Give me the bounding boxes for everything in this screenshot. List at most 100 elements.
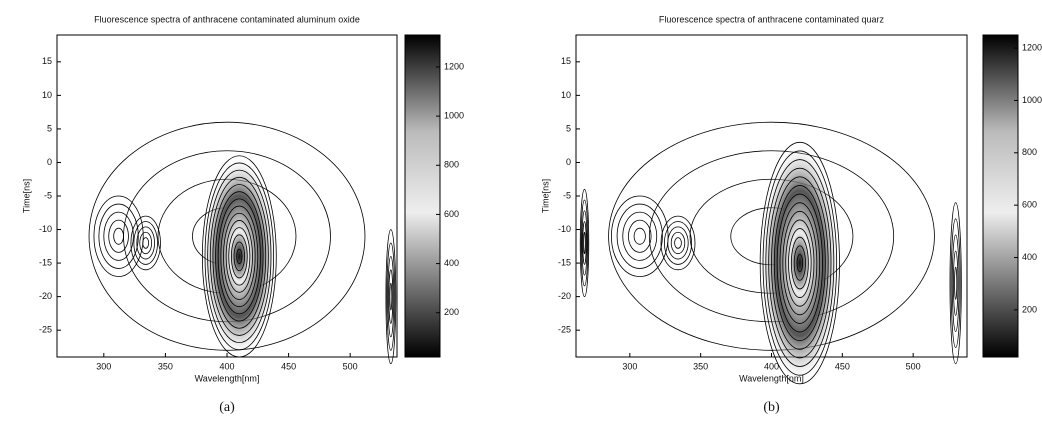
x-tick-label: 400	[764, 361, 779, 371]
contour-line	[950, 218, 961, 349]
peak-fill	[760, 142, 840, 384]
y-tick-label: 0	[47, 157, 52, 167]
contour-line	[236, 248, 243, 264]
contour-line	[385, 229, 397, 365]
contour-line	[201, 155, 277, 358]
contour-line	[142, 237, 150, 249]
colorbar-tick-label: 200	[444, 307, 459, 317]
colorbar	[404, 34, 441, 358]
contour-line	[768, 167, 832, 359]
colorbar-tick-label: 800	[444, 160, 459, 170]
y-axis-label: Time[ns]	[21, 179, 31, 213]
chart-title: Fluorescence spectra of anthracene conta…	[659, 14, 885, 24]
y-tick-label: -20	[39, 291, 52, 301]
y-tick-label: -10	[39, 224, 52, 234]
contour-line	[796, 254, 804, 273]
colorbar-tick-label: 1000	[444, 110, 464, 120]
contour-line	[223, 212, 256, 300]
colorbar-tick-label: 1200	[444, 61, 464, 71]
y-tick-label: -25	[39, 325, 52, 335]
contour-line	[616, 203, 663, 269]
colorbar-tick-label: 600	[444, 209, 459, 219]
contour-line	[228, 227, 251, 286]
contour-line	[670, 231, 686, 255]
x-tick-label: 500	[343, 361, 358, 371]
colorbar-tick-label: 600	[1022, 200, 1037, 210]
contour-line	[793, 245, 806, 281]
contour-line	[779, 202, 821, 324]
contour-line	[386, 242, 396, 351]
contour-line	[667, 226, 689, 260]
contour-line	[583, 231, 586, 255]
contour-line	[954, 266, 958, 300]
y-tick-label: -10	[558, 224, 571, 234]
contour-line	[773, 185, 826, 342]
contour-line	[217, 198, 261, 315]
x-tick-label: 300	[96, 361, 111, 371]
colorbar-tick-label: 400	[1022, 252, 1037, 262]
panel-label: (a)	[219, 400, 235, 415]
contour-line	[674, 237, 682, 249]
contour-line	[628, 219, 652, 253]
x-tick-label: 450	[835, 361, 850, 371]
y-tick-label: 10	[42, 90, 52, 100]
contour-line	[93, 195, 144, 277]
contour-line	[759, 141, 840, 385]
panel-label: (b)	[763, 400, 780, 415]
contour-line	[387, 255, 395, 338]
contour-line	[790, 236, 809, 290]
contour-line	[204, 162, 275, 351]
contour-line	[233, 241, 245, 272]
y-tick-label: 15	[42, 56, 52, 66]
contour-line	[953, 250, 959, 316]
y-axis-label: Time[ns]	[540, 179, 550, 213]
y-tick-label: 5	[47, 123, 52, 133]
contour-line	[664, 221, 693, 265]
x-tick-label: 350	[158, 361, 173, 371]
contour-line	[136, 226, 155, 260]
contour-line	[608, 121, 935, 351]
contour-line	[951, 234, 960, 332]
contour-line	[108, 219, 129, 253]
contour-line	[660, 215, 696, 271]
colorbar-tick-label: 200	[1022, 304, 1037, 314]
contour-line	[579, 188, 590, 298]
contour-line	[633, 227, 646, 245]
contour-line	[230, 234, 248, 279]
contour-line	[139, 231, 153, 255]
contour-line	[130, 215, 161, 271]
contour-line	[622, 211, 658, 261]
contour-line	[611, 195, 669, 277]
y-tick-label: 5	[566, 123, 571, 133]
contour-line	[788, 228, 812, 298]
contour-line	[215, 191, 264, 322]
y-tick-label: -5	[44, 190, 52, 200]
y-tick-label: -5	[563, 190, 571, 200]
colorbar-tick-label: 1200	[1022, 42, 1042, 52]
y-tick-label: -15	[558, 257, 571, 267]
contour-line	[133, 221, 158, 265]
contour-line	[765, 159, 835, 367]
contour-line	[212, 184, 267, 329]
contour-line	[113, 227, 124, 245]
chart-title: Fluorescence spectra of anthracene conta…	[94, 14, 360, 24]
y-tick-label: 0	[566, 157, 571, 167]
colorbar-tick-label: 800	[1022, 147, 1037, 157]
contour-line	[949, 202, 962, 365]
contour-line	[582, 221, 587, 265]
contour-line	[207, 169, 272, 344]
contour-line	[388, 269, 394, 324]
contour-line	[782, 210, 818, 316]
colorbar-tick-label: 1000	[1022, 95, 1042, 105]
contour-line	[209, 176, 269, 336]
contour-line	[762, 150, 838, 376]
x-tick-label: 350	[693, 361, 708, 371]
x-tick-label: 300	[622, 361, 637, 371]
y-tick-label: -20	[558, 291, 571, 301]
contour-line	[98, 203, 139, 269]
contour-line	[225, 220, 253, 293]
x-tick-label: 500	[906, 361, 921, 371]
contour-line	[581, 210, 588, 276]
colorbar	[982, 34, 1019, 358]
